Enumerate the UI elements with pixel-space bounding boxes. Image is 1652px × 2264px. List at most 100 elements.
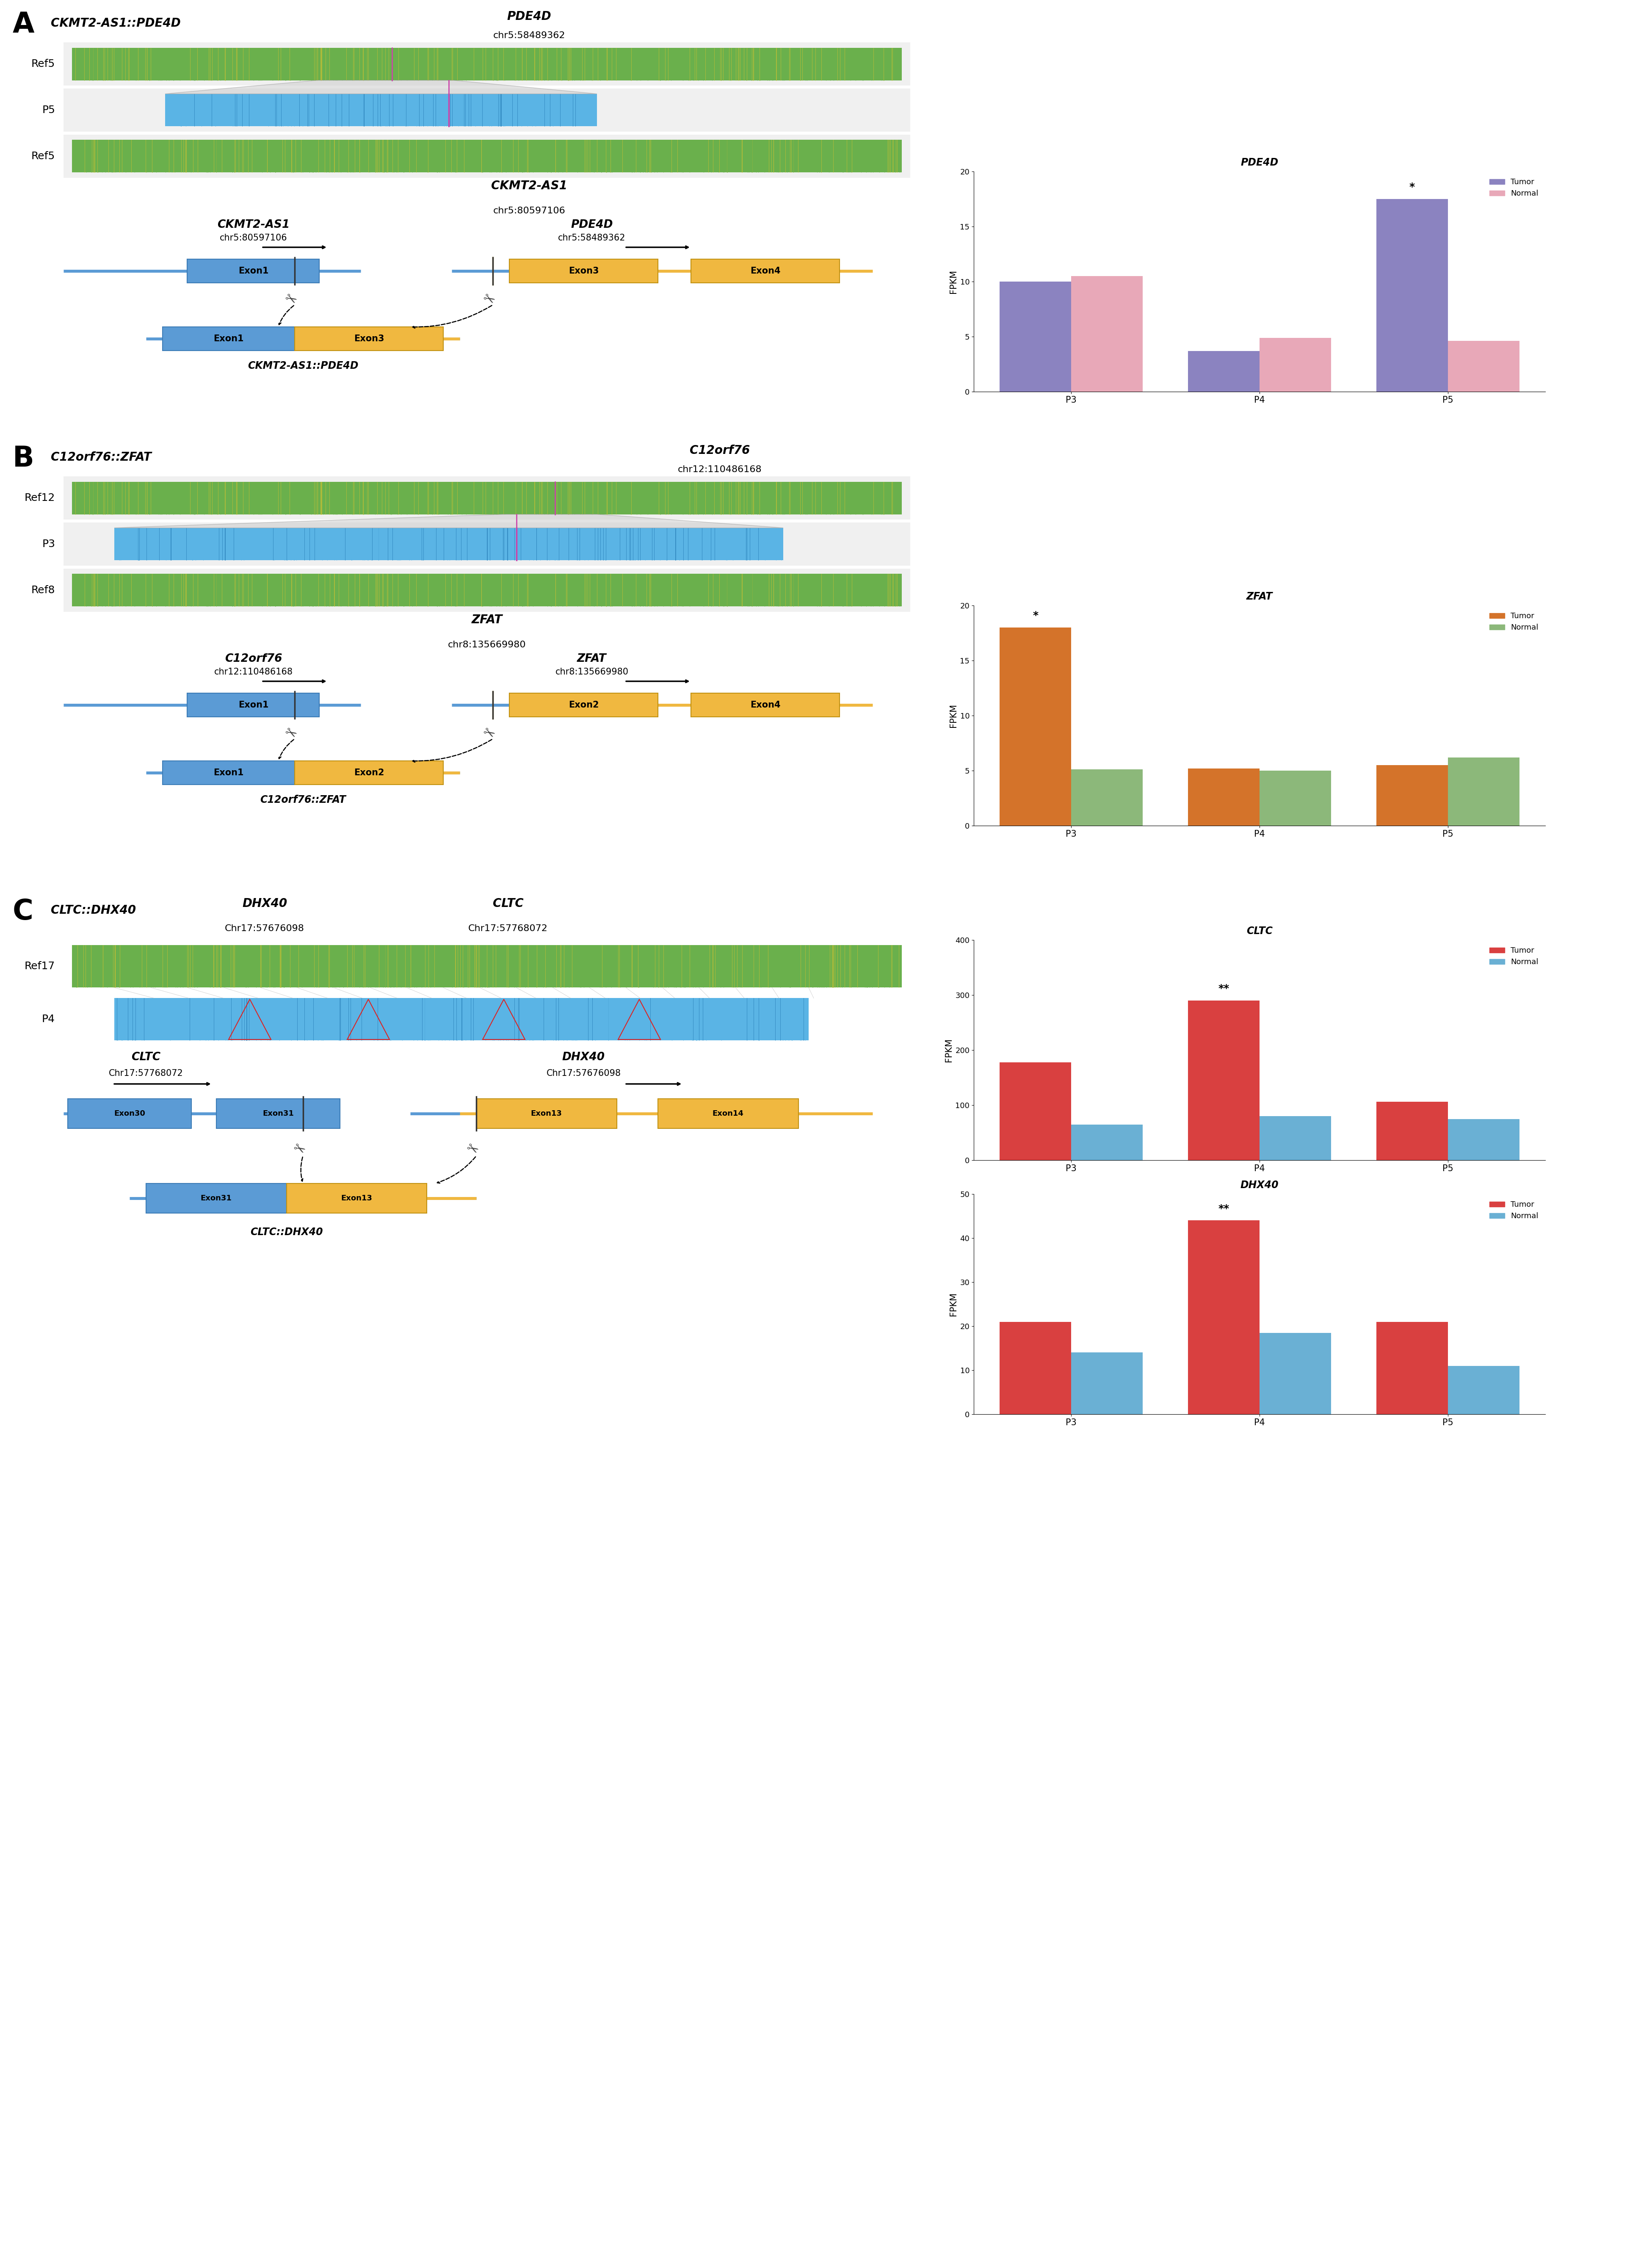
Text: DHX40: DHX40 bbox=[562, 1053, 605, 1062]
Text: Exon4: Exon4 bbox=[750, 267, 780, 276]
Text: CKMT2-AS1: CKMT2-AS1 bbox=[491, 179, 567, 192]
Text: Exon2: Exon2 bbox=[568, 702, 598, 709]
Text: DHX40: DHX40 bbox=[243, 897, 287, 910]
Text: Exon1: Exon1 bbox=[213, 767, 244, 777]
Text: ZFAT: ZFAT bbox=[577, 654, 606, 663]
FancyBboxPatch shape bbox=[145, 1184, 286, 1214]
Legend: Tumor, Normal: Tumor, Normal bbox=[1487, 174, 1541, 201]
Text: ✂: ✂ bbox=[282, 724, 299, 743]
Polygon shape bbox=[114, 514, 783, 528]
Legend: Tumor, Normal: Tumor, Normal bbox=[1487, 1198, 1541, 1223]
FancyBboxPatch shape bbox=[509, 258, 657, 283]
Text: CLTC::DHX40: CLTC::DHX40 bbox=[51, 903, 135, 917]
Bar bbox=[114, 998, 808, 1041]
Text: B: B bbox=[13, 444, 35, 473]
Text: chr5:58489362: chr5:58489362 bbox=[558, 233, 626, 242]
Text: *: * bbox=[1032, 611, 1039, 620]
Text: Ref12: Ref12 bbox=[25, 494, 55, 503]
Bar bbox=[114, 528, 783, 561]
Text: Ref17: Ref17 bbox=[25, 962, 55, 971]
Text: *: * bbox=[1409, 181, 1414, 192]
Bar bbox=[1376, 765, 1447, 826]
Text: CLTC: CLTC bbox=[132, 1053, 160, 1062]
Bar bbox=[999, 281, 1070, 392]
Text: Exon1: Exon1 bbox=[213, 335, 244, 342]
Bar bbox=[63, 568, 910, 611]
Text: Exon3: Exon3 bbox=[568, 267, 598, 276]
Bar bbox=[1188, 1001, 1259, 1159]
Text: P5: P5 bbox=[41, 104, 55, 115]
Bar bbox=[63, 475, 910, 521]
Text: ZFAT: ZFAT bbox=[471, 614, 502, 625]
Bar bbox=[999, 627, 1070, 826]
Y-axis label: FPKM: FPKM bbox=[945, 1039, 953, 1062]
FancyBboxPatch shape bbox=[476, 1098, 616, 1127]
Text: Ref8: Ref8 bbox=[31, 584, 55, 595]
Text: Exon2: Exon2 bbox=[354, 767, 385, 777]
FancyBboxPatch shape bbox=[657, 1098, 798, 1127]
Bar bbox=[165, 93, 596, 127]
Y-axis label: FPKM: FPKM bbox=[950, 704, 958, 727]
Polygon shape bbox=[165, 79, 596, 93]
Text: P3: P3 bbox=[41, 539, 55, 550]
Text: chr5:58489362: chr5:58489362 bbox=[494, 32, 565, 41]
Text: Exon13: Exon13 bbox=[340, 1195, 372, 1202]
Text: Exon4: Exon4 bbox=[750, 702, 780, 709]
Bar bbox=[1447, 342, 1520, 392]
Text: PDE4D: PDE4D bbox=[507, 11, 552, 23]
Bar bbox=[1259, 337, 1332, 392]
Text: Chr17:57676098: Chr17:57676098 bbox=[547, 1069, 621, 1078]
Bar bbox=[1188, 351, 1259, 392]
Legend: Tumor, Normal: Tumor, Normal bbox=[1487, 609, 1541, 634]
Title: DHX40: DHX40 bbox=[1241, 1180, 1279, 1191]
Text: chr12:110486168: chr12:110486168 bbox=[677, 466, 762, 473]
Text: Exon30: Exon30 bbox=[114, 1109, 145, 1118]
Text: Exon13: Exon13 bbox=[530, 1109, 562, 1118]
Title: PDE4D: PDE4D bbox=[1241, 158, 1279, 168]
Bar bbox=[1070, 276, 1143, 392]
Text: C12orf76: C12orf76 bbox=[689, 444, 750, 457]
FancyBboxPatch shape bbox=[286, 1184, 426, 1214]
Bar bbox=[1070, 1352, 1143, 1415]
Text: Chr17:57676098: Chr17:57676098 bbox=[225, 924, 304, 933]
Bar bbox=[1259, 1333, 1332, 1415]
Text: ✂: ✂ bbox=[481, 290, 497, 308]
Text: CKMT2-AS1::PDE4D: CKMT2-AS1::PDE4D bbox=[51, 18, 180, 29]
Bar bbox=[1447, 1118, 1520, 1159]
Bar bbox=[63, 523, 910, 566]
Text: Chr17:57768072: Chr17:57768072 bbox=[468, 924, 548, 933]
Text: P4: P4 bbox=[41, 1014, 55, 1023]
Bar bbox=[1376, 1322, 1447, 1415]
Text: ✂: ✂ bbox=[481, 724, 497, 743]
Bar bbox=[1188, 1220, 1259, 1415]
Title: ZFAT: ZFAT bbox=[1246, 591, 1272, 602]
Text: ✂: ✂ bbox=[291, 1141, 307, 1159]
Text: Exon14: Exon14 bbox=[712, 1109, 743, 1118]
Text: **: ** bbox=[1218, 1204, 1229, 1214]
Text: Exon31: Exon31 bbox=[200, 1195, 231, 1202]
Text: chr5:80597106: chr5:80597106 bbox=[492, 206, 565, 215]
Bar bbox=[73, 48, 902, 79]
Text: ✂: ✂ bbox=[282, 290, 299, 308]
Bar bbox=[1376, 1103, 1447, 1159]
Text: CLTC: CLTC bbox=[492, 897, 524, 910]
Bar bbox=[63, 134, 910, 179]
FancyBboxPatch shape bbox=[216, 1098, 340, 1127]
Bar bbox=[73, 482, 902, 514]
Text: PDE4D: PDE4D bbox=[572, 220, 613, 231]
Y-axis label: FPKM: FPKM bbox=[950, 1293, 958, 1315]
Bar bbox=[1447, 1365, 1520, 1415]
Text: CKMT2-AS1::PDE4D: CKMT2-AS1::PDE4D bbox=[248, 360, 358, 371]
Text: Ref5: Ref5 bbox=[31, 152, 55, 161]
Text: Ref5: Ref5 bbox=[31, 59, 55, 70]
Text: C12orf76::ZFAT: C12orf76::ZFAT bbox=[259, 795, 345, 806]
Text: chr5:80597106: chr5:80597106 bbox=[220, 233, 287, 242]
Text: Exon3: Exon3 bbox=[354, 335, 385, 342]
FancyBboxPatch shape bbox=[162, 326, 294, 351]
Title: CLTC: CLTC bbox=[1246, 926, 1272, 937]
Text: **: ** bbox=[1218, 985, 1229, 994]
Text: C: C bbox=[13, 897, 33, 926]
Bar bbox=[1070, 770, 1143, 826]
FancyBboxPatch shape bbox=[294, 761, 443, 786]
Text: C12orf76::ZFAT: C12orf76::ZFAT bbox=[51, 451, 152, 464]
